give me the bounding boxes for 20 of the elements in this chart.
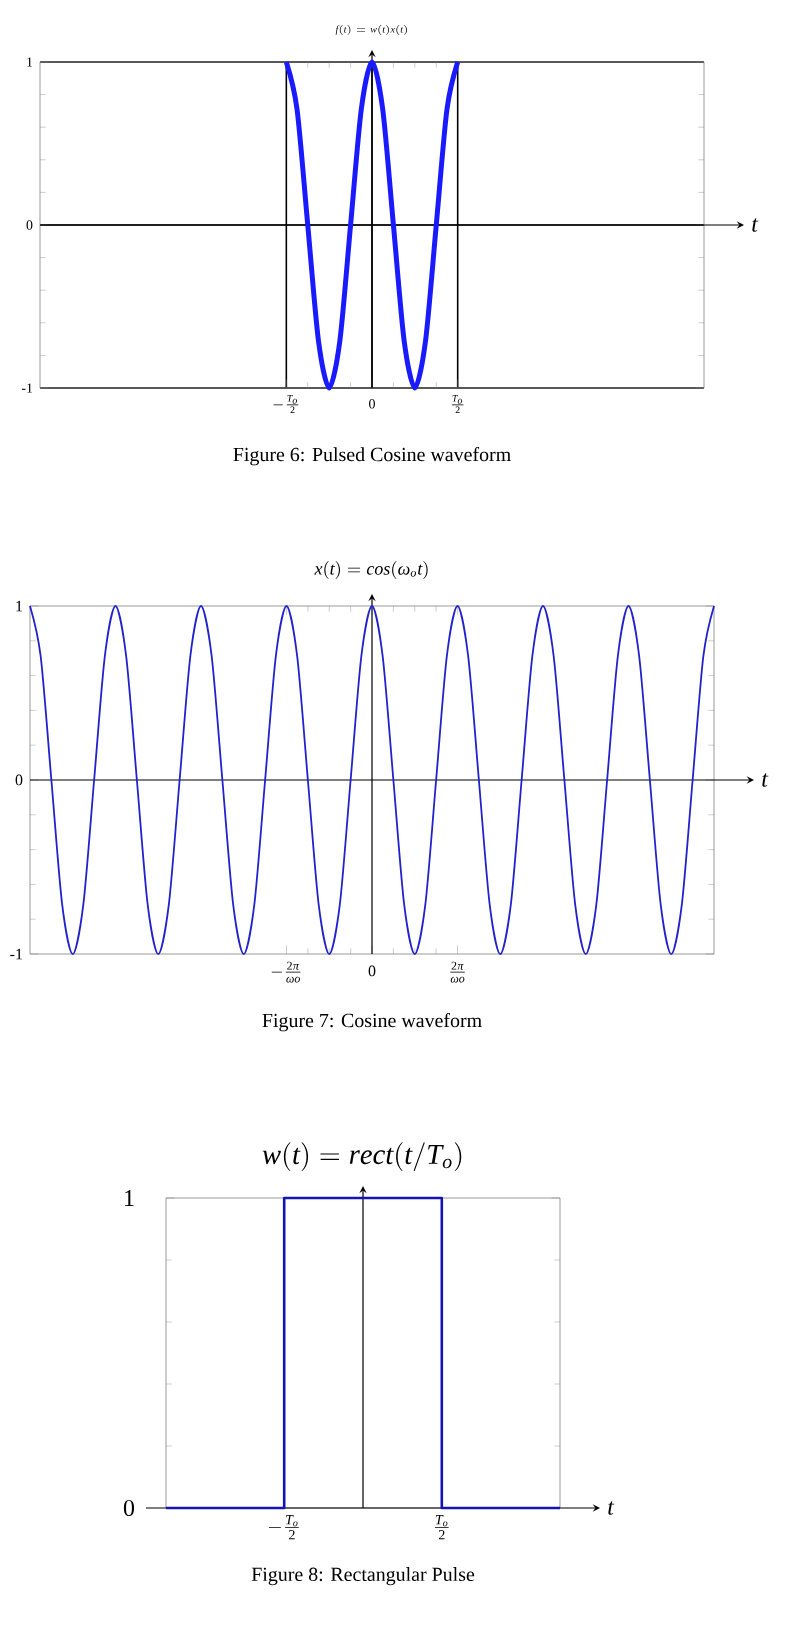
x-tick-label: $\frac{2\pi}{\omega o}$ [450, 961, 465, 983]
y-tick-label: 1 [125, 1190, 134, 1206]
caption: Figure 6: Pulsed Cosine waveform [233, 447, 511, 466]
chart-title: $w(t) = rect(t/T_o)$ [262, 1142, 462, 1172]
x-tick-label: $0$ [368, 965, 376, 977]
x-tick-label: $-\frac{2\pi}{\omega o}$ [271, 961, 301, 983]
x-axis-title: $t$ [608, 1501, 615, 1515]
x-axis-title: $t$ [752, 218, 759, 232]
x-tick-label: $\frac{T_o}{2}$ [434, 1515, 449, 1540]
caption: Figure 7: Cosine waveform [262, 1013, 482, 1032]
chart-title: $x(t) = cos(\omega_o t)$ [314, 561, 428, 580]
y-tick-label: 0 [123, 1499, 135, 1517]
x-tick-label: $-\frac{T_o}{2}$ [273, 395, 299, 414]
x-axis-title: $t$ [762, 773, 769, 787]
x-tick-label: $0$ [369, 399, 375, 409]
chart-title: $f(t) = w(t)x(t)$ [335, 25, 407, 36]
x-tick-label: $\frac{T_o}{2}$ [451, 395, 464, 414]
x-tick-label: $-\frac{T_o}{2}$ [268, 1515, 299, 1540]
caption: Figure 8: Rectangular Pulse [251, 1567, 475, 1586]
line-series [29, 605, 715, 955]
